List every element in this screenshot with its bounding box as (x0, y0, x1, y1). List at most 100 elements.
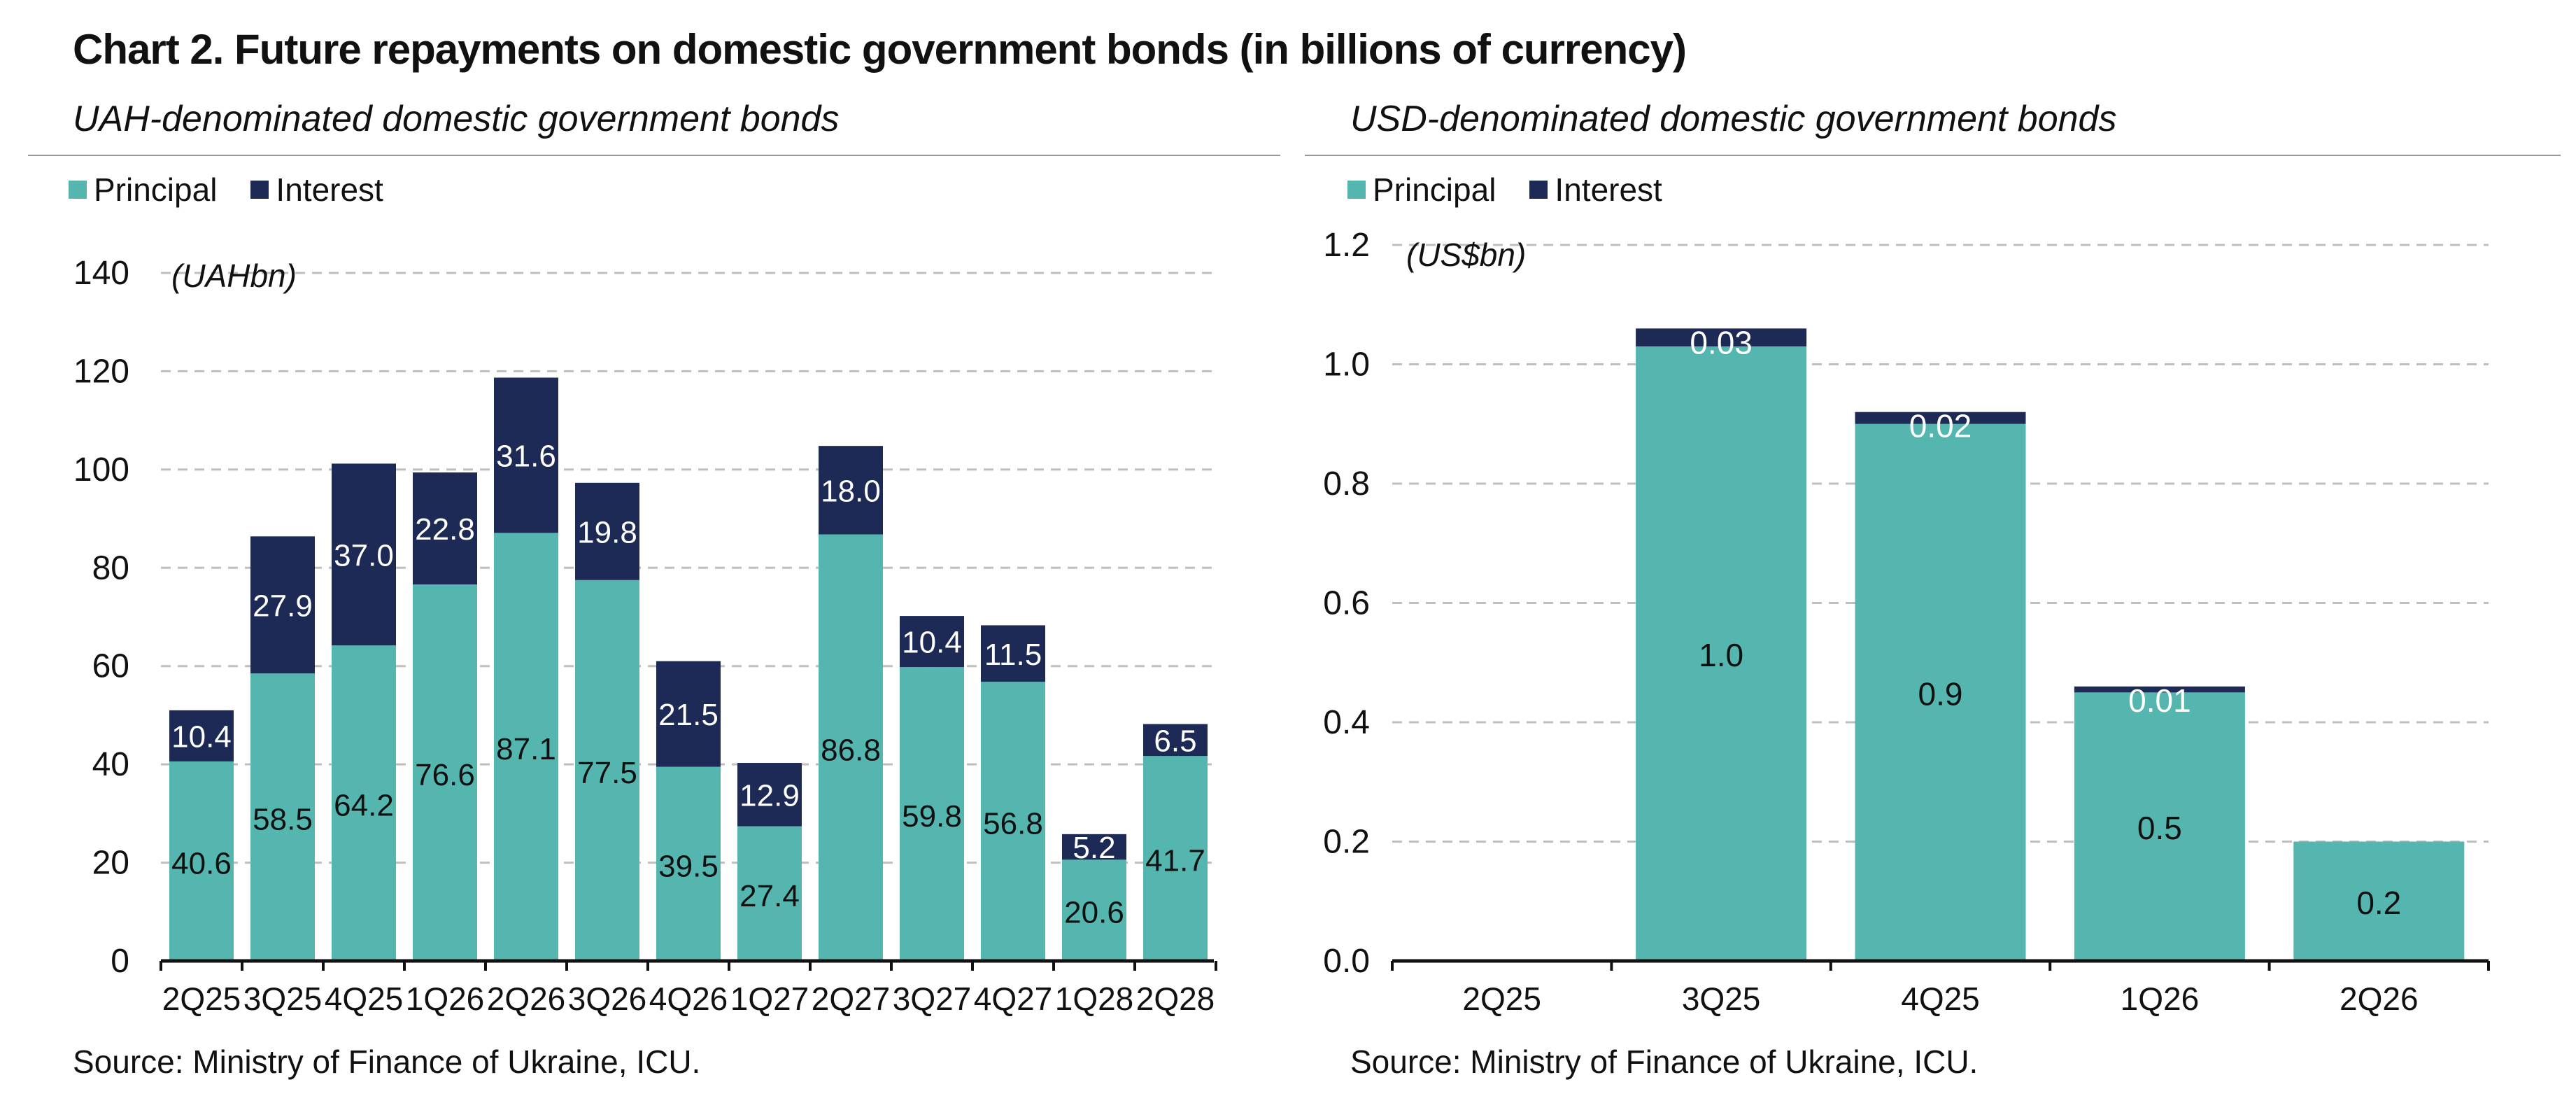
interest-data-label: 0.01 (2128, 682, 2191, 719)
left-source-note: Source: Ministry of Finance of Ukraine, … (73, 1044, 701, 1080)
interest-bar (575, 482, 639, 580)
interest-bar (332, 463, 396, 646)
principal-data-label: 20.6 (1064, 896, 1124, 930)
x-tick-label: 3Q26 (568, 981, 647, 1017)
y-tick-label: 120 (73, 353, 129, 390)
interest-data-label: 6.5 (1154, 724, 1196, 758)
left-legend-principal: Principal (69, 171, 217, 209)
y-tick-label: 40 (92, 746, 129, 783)
interest-bar (1062, 834, 1126, 860)
y-tick-label: 1.0 (1323, 346, 1370, 384)
y-tick-label: 80 (92, 549, 129, 586)
interest-bar (900, 616, 964, 668)
interest-bar (169, 710, 234, 761)
x-tick-label: 2Q25 (162, 981, 241, 1017)
left-divider (28, 155, 1280, 156)
right-divider (1305, 155, 2561, 156)
x-tick-label: 3Q27 (893, 981, 972, 1017)
principal-bar (169, 761, 234, 961)
principal-data-label: 77.5 (577, 756, 637, 790)
legend-label: Principal (1373, 171, 1496, 208)
legend-label: Principal (94, 171, 218, 208)
unit-label: (US$bn) (1406, 237, 1526, 273)
x-tick-label: 2Q26 (2340, 981, 2419, 1017)
x-tick-label: 4Q26 (649, 981, 728, 1017)
x-tick-label: 2Q26 (487, 981, 566, 1017)
principal-bar (1636, 346, 1807, 961)
principal-bar (575, 579, 639, 961)
left-legend: Principal Interest (69, 171, 417, 209)
legend-label: Interest (1555, 171, 1662, 208)
interest-bar (819, 446, 883, 535)
interest-data-label: 31.6 (496, 439, 556, 473)
interest-data-label: 0.02 (1909, 408, 1972, 444)
x-tick-label: 2Q27 (812, 981, 891, 1017)
principal-data-label: 0.0 (1480, 937, 1524, 974)
principal-data-label: 40.6 (171, 846, 232, 880)
interest-data-label: 0.03 (1690, 324, 1753, 360)
x-tick-label: 4Q27 (974, 981, 1053, 1017)
uah-bonds-chart: 0 20 40 60 80 100 120 140 (UAHbn) 40.6 10.4 2Q25 58.… (73, 255, 1217, 1017)
x-tick-label: 2Q25 (1462, 981, 1541, 1017)
y-tick-label: 0.8 (1323, 465, 1370, 503)
principal-bar (494, 533, 558, 961)
interest-bar (250, 536, 315, 674)
principal-data-label: 27.4 (739, 879, 800, 913)
principal-bar (819, 534, 883, 961)
interest-bar (1855, 412, 2026, 424)
interest-data-label: 11.5 (984, 638, 1042, 672)
legend-label: Interest (276, 171, 383, 208)
x-tick-label: 1Q27 (730, 981, 809, 1017)
principal-bar (900, 667, 964, 961)
y-tick-label: 0.0 (1323, 943, 1370, 980)
interest-data-label: 12.9 (739, 778, 800, 813)
right-source-note: Source: Ministry of Finance of Ukraine, … (1350, 1044, 1979, 1080)
interest-bar (1636, 328, 1807, 346)
right-legend: Principal Interest (1347, 171, 1696, 209)
interest-bar (981, 625, 1045, 682)
interest-bar (737, 763, 802, 827)
interest-data-label: 21.5 (658, 698, 719, 732)
interest-bar (494, 377, 558, 533)
principal-data-label: 64.2 (334, 789, 394, 823)
y-tick-label: 60 (92, 648, 129, 685)
principal-bar (250, 673, 315, 961)
principal-bar (332, 645, 396, 961)
principal-data-label: 41.7 (1145, 844, 1205, 878)
principal-bar (1143, 756, 1208, 961)
right-legend-interest: Interest (1529, 171, 1662, 209)
principal-swatch (1347, 181, 1366, 199)
principal-data-label: 0.5 (2137, 810, 2182, 846)
x-tick-label: 1Q26 (406, 981, 485, 1017)
y-tick-label: 140 (73, 255, 129, 292)
left-chart-subtitle: UAH-denominated domestic government bond… (73, 99, 840, 139)
left-legend-interest: Interest (250, 171, 383, 209)
y-tick-label: 20 (92, 845, 129, 882)
interest-bar (1143, 724, 1208, 757)
interest-bar (2074, 686, 2245, 693)
principal-bar (656, 766, 721, 961)
principal-data-label: 0.9 (1918, 675, 1963, 712)
principal-bar (981, 682, 1045, 961)
principal-data-label: 56.8 (983, 807, 1043, 841)
principal-data-label: 59.8 (902, 799, 962, 834)
x-tick-label: 1Q26 (2121, 981, 2200, 1017)
principal-bar (413, 584, 477, 961)
interest-data-label: 22.8 (415, 512, 475, 547)
principal-data-label: 86.8 (821, 733, 881, 767)
right-chart-subtitle: USD-denominated domestic government bond… (1350, 99, 2117, 139)
x-tick-label: 3Q25 (243, 981, 323, 1017)
interest-data-label: 37.0 (334, 538, 394, 572)
principal-data-label: 58.5 (253, 803, 313, 837)
interest-data-label: 5.2 (1073, 831, 1115, 865)
interest-data-label: 10.4 (171, 719, 232, 754)
y-tick-label: 0.2 (1323, 824, 1370, 861)
unit-label: (UAHbn) (171, 258, 297, 294)
principal-swatch (69, 181, 87, 199)
interest-swatch (250, 181, 269, 199)
x-tick-label: 3Q25 (1682, 981, 1761, 1017)
interest-bar (656, 661, 721, 767)
principal-bar (1855, 423, 2026, 961)
principal-data-label: 87.1 (496, 732, 556, 766)
